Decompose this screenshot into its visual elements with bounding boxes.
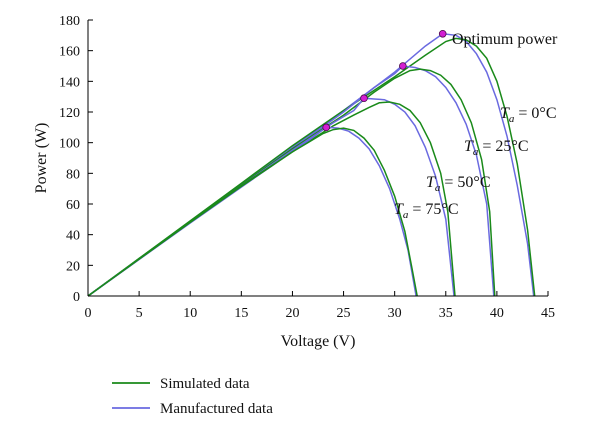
manufactured-curve-3 xyxy=(87,126,417,297)
x-tick-label: 20 xyxy=(285,306,299,321)
temperature-label-0: Ta = 0°C xyxy=(500,105,557,125)
x-tick-label: 35 xyxy=(439,306,453,321)
y-tick-label: 160 xyxy=(59,45,80,60)
x-axis-label: Voltage (V) xyxy=(281,333,356,350)
x-ticks: 0 5 10 15 20 25 30 35 40 45 xyxy=(85,291,555,321)
x-tick-label: 15 xyxy=(234,306,248,321)
manufactured-curve-0 xyxy=(87,33,535,297)
legend-label-manufactured: Manufactured data xyxy=(160,401,273,417)
x-tick-label: 40 xyxy=(490,306,504,321)
y-tick-label: 140 xyxy=(59,75,80,90)
y-tick-label: 180 xyxy=(59,14,80,29)
y-tick-label: 80 xyxy=(66,167,80,182)
legend: Simulated data Manufactured data xyxy=(112,376,273,417)
temperature-label-3: Ta = 75°C xyxy=(394,201,459,221)
optimum-markers xyxy=(322,29,447,132)
curve-labels: Ta = 0°C Ta = 25°C Ta = 50°C Ta = 75°C xyxy=(394,105,557,221)
y-tick-label: 40 xyxy=(66,229,80,244)
y-tick-label: 20 xyxy=(66,259,80,274)
optimum-power-annotation: Optimum power xyxy=(452,31,558,48)
simulated-curve-0 xyxy=(87,37,536,297)
temperature-label-1: Ta = 25°C xyxy=(464,138,529,158)
manufactured-curve-2 xyxy=(87,97,455,297)
y-tick-label: 0 xyxy=(73,290,80,305)
x-tick-label: 10 xyxy=(183,306,197,321)
curves-layer xyxy=(87,33,536,297)
y-tick-label: 120 xyxy=(59,106,80,121)
optimum-point-0 xyxy=(438,29,447,38)
optimum-point-1 xyxy=(399,62,407,70)
y-tick-label: 100 xyxy=(59,137,80,152)
simulated-curve-2 xyxy=(87,101,456,297)
y-ticks: 0 20 40 60 80 100 120 140 160 180 xyxy=(59,14,93,305)
x-tick-label: 25 xyxy=(337,306,351,321)
x-tick-label: 0 xyxy=(85,306,92,321)
temperature-label-2: Ta = 50°C xyxy=(426,174,491,194)
optimum-point-3 xyxy=(322,123,330,132)
legend-label-simulated: Simulated data xyxy=(160,376,250,392)
axes: 0 5 10 15 20 25 30 35 40 45 0 20 40 60 80 100 120 140 160… xyxy=(59,14,555,321)
x-tick-label: 30 xyxy=(388,306,402,321)
y-tick-label: 60 xyxy=(66,198,80,213)
x-tick-label: 5 xyxy=(136,306,143,321)
simulated-curve-3 xyxy=(87,127,418,297)
x-tick-label: 45 xyxy=(541,306,555,321)
y-axis-label: Power (W) xyxy=(33,123,50,194)
optimum-point-2 xyxy=(360,94,368,102)
